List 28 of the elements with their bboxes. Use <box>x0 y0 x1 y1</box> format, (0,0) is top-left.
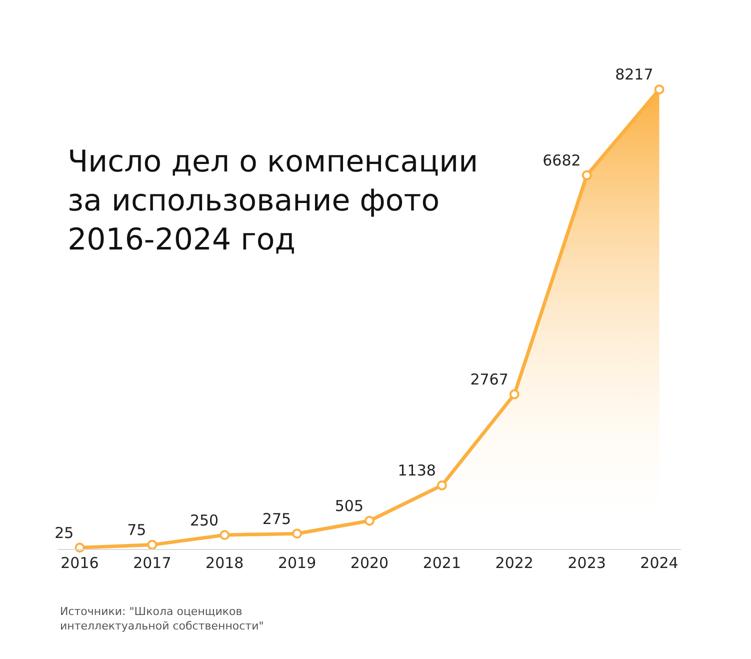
data-label: 250 <box>190 511 219 530</box>
x-tick-label: 2024 <box>640 554 678 572</box>
x-tick-label: 2018 <box>206 554 244 572</box>
point <box>654 84 664 94</box>
data-label: 6682 <box>542 152 581 170</box>
x-tick-label: 2016 <box>60 554 99 572</box>
x-tick-label: 2021 <box>422 554 462 572</box>
x-tick-label: 2017 <box>133 554 172 572</box>
text: Источники: "Школа оценщиков интеллектуальной собственности" <box>60 605 264 632</box>
data-label: 505 <box>334 497 364 516</box>
data-label: 25 <box>54 524 74 542</box>
point <box>292 528 302 539</box>
x-tick-label: 2020 <box>350 554 389 572</box>
x-tick-label: 2023 <box>568 554 606 572</box>
data-label: 275 <box>262 510 292 528</box>
data-label: 2767 <box>470 370 508 388</box>
data-label: 75 <box>127 521 146 540</box>
point <box>436 480 447 490</box>
point <box>147 540 158 550</box>
text: Число дел о компенсации за использование фото 2016-2024 год <box>68 144 478 258</box>
x-tick-label: 2022 <box>495 554 534 572</box>
x-tick-label: 2019 <box>278 554 316 572</box>
point <box>220 530 230 540</box>
point <box>509 389 520 400</box>
point <box>364 516 374 526</box>
data-label: 1138 <box>398 462 436 480</box>
data-label: 8217 <box>615 66 654 84</box>
point <box>582 170 592 180</box>
